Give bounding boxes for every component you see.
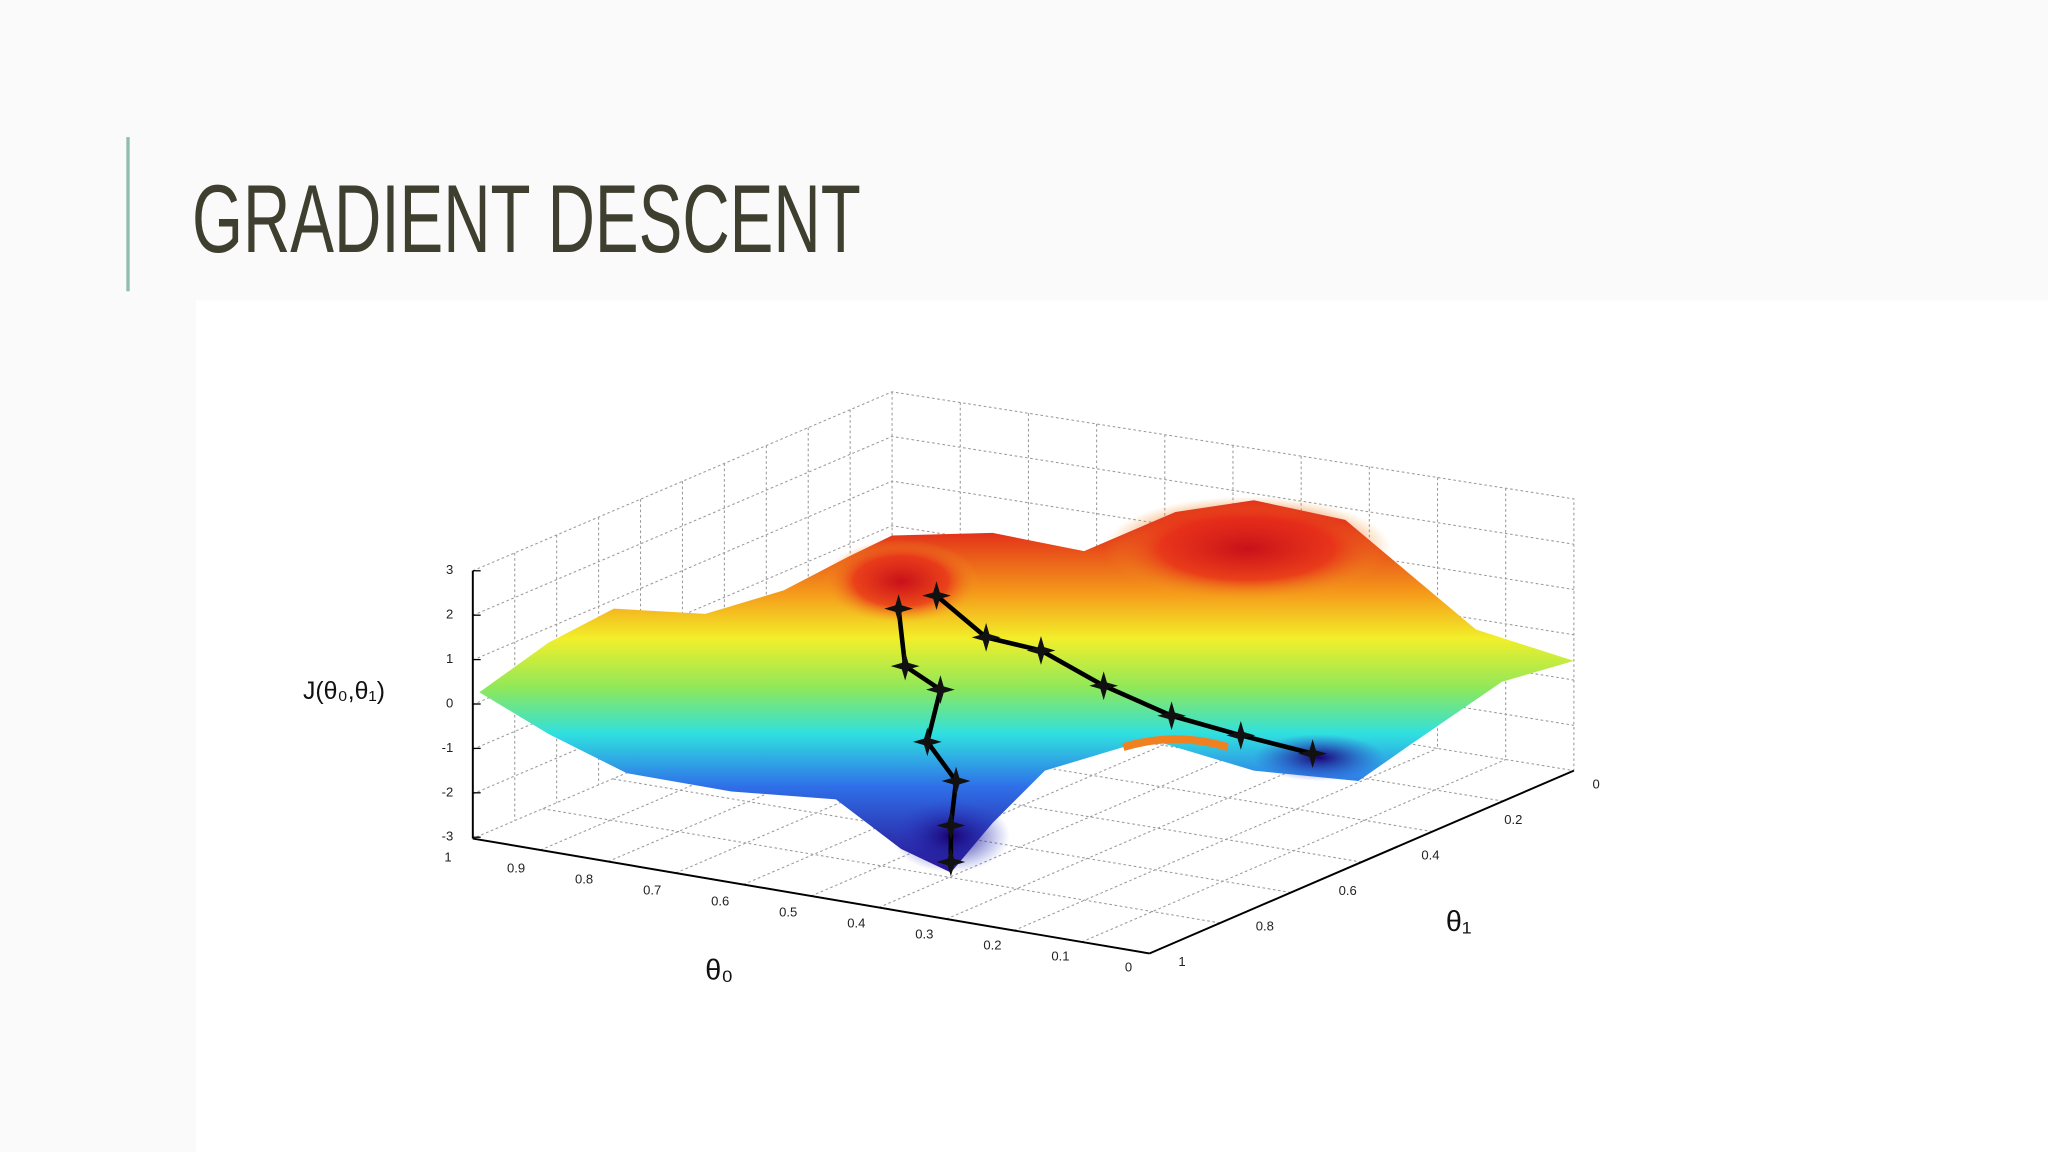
- step-marker: [936, 847, 966, 877]
- z-tick-label: 1: [446, 651, 453, 666]
- y-axis: [1149, 769, 1575, 955]
- step-marker: [926, 675, 955, 704]
- x-tick-label: 0.6: [711, 893, 729, 908]
- x-tick-label: 1: [444, 850, 451, 865]
- surface-ridge: [1122, 735, 1229, 751]
- descent-paths: [884, 581, 1328, 877]
- step-marker: [1157, 701, 1186, 731]
- step-marker: [1026, 636, 1056, 665]
- z-tick-label: 0: [446, 695, 453, 710]
- x-tick-label: 0.9: [507, 861, 525, 876]
- y-axis-label: θ₁: [1446, 906, 1472, 938]
- z-tick-label: 3: [446, 562, 453, 577]
- z-tick-label: -2: [442, 784, 454, 799]
- x-tick-label: 0.3: [915, 926, 933, 941]
- x-axis: [472, 837, 1150, 955]
- x-axis-label: θ₀: [705, 954, 733, 986]
- axes: 3 2 1 0 -1 -2 -3 1 0.9 0.8 0.7 0.6 0.5 0.4 0.3 0.2 0.1 0 1…: [442, 562, 1600, 974]
- z-tick-label: -1: [442, 740, 454, 755]
- step-marker: [890, 651, 920, 681]
- step-marker: [941, 766, 971, 796]
- x-tick-label: 0.2: [983, 937, 1001, 952]
- step-marker: [884, 594, 913, 624]
- y-tick-label: 0.8: [1256, 919, 1274, 934]
- surface-peak: [822, 539, 980, 624]
- y-tick-label: 0.6: [1339, 883, 1357, 898]
- y-tick-label: 1: [1178, 954, 1185, 969]
- surface-peak: [1103, 496, 1392, 601]
- surface-plot: 3 2 1 0 -1 -2 -3 1 0.9 0.8 0.7 0.6 0.5 0.4 0.3 0.2 0.1 0 1…: [303, 391, 1600, 986]
- grid-line: [472, 435, 1574, 616]
- step-marker: [912, 727, 942, 757]
- step-marker: [1298, 739, 1328, 768]
- x-tick-label: 0.5: [779, 904, 797, 919]
- x-tick-label: 0: [1125, 959, 1132, 974]
- step-marker: [936, 811, 966, 840]
- x-tick-label: 0.1: [1051, 948, 1069, 963]
- step-marker: [971, 623, 1001, 652]
- step-marker: [922, 581, 951, 610]
- y-tick-label: 0.4: [1421, 847, 1439, 862]
- x-tick-label: 0.7: [643, 882, 661, 897]
- x-tick-label: 0.4: [847, 915, 865, 930]
- z-tick-label: -3: [442, 829, 454, 844]
- step-marker: [1226, 720, 1256, 750]
- y-tick-label: 0.2: [1504, 812, 1522, 827]
- slide-title: GRADIENT DESCENT: [192, 166, 861, 273]
- z-tick-label: 2: [446, 607, 453, 622]
- surface-pit: [1253, 734, 1385, 782]
- step-marker: [1089, 671, 1119, 701]
- x-tick-label: 0.8: [575, 872, 593, 887]
- y-tick-label: 0: [1592, 776, 1599, 791]
- z-axis-label: J(θ₀,θ₁): [303, 678, 385, 705]
